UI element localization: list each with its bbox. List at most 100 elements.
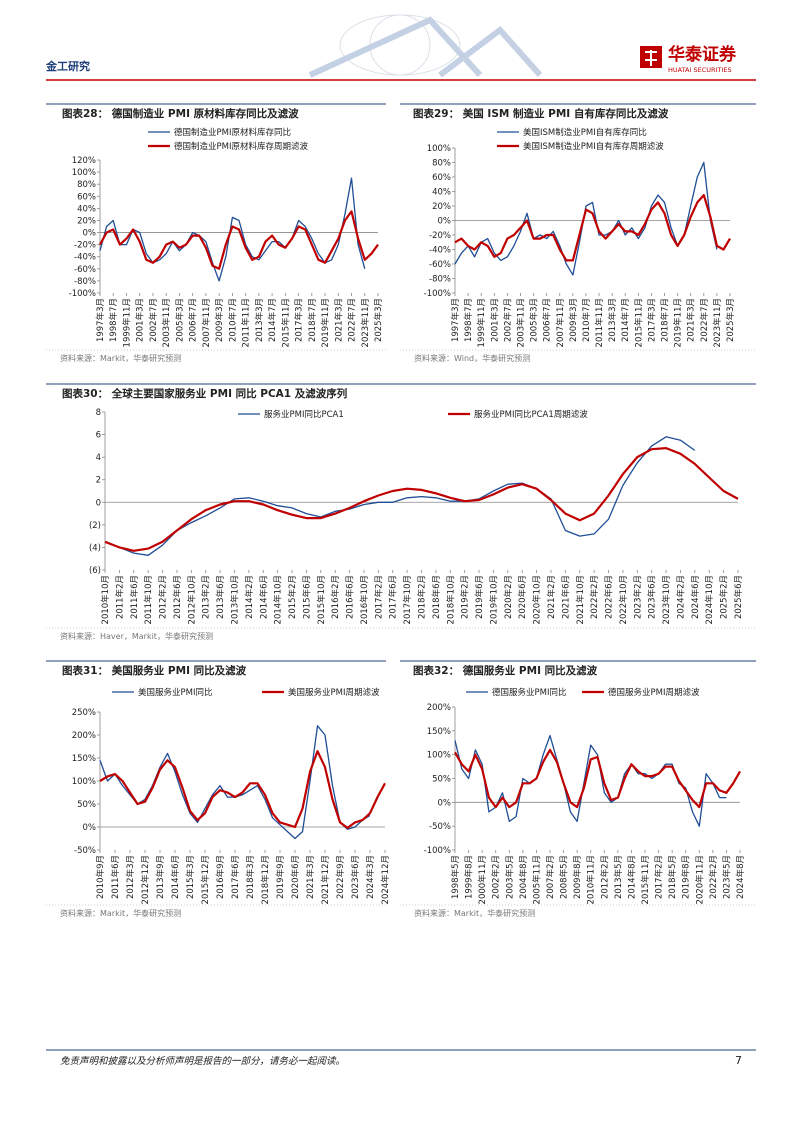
x-tick-label: 2023年5月 — [721, 855, 732, 899]
x-tick-label: 2021年10月 — [575, 575, 586, 624]
y-tick-label: 100% — [72, 168, 96, 178]
chart-title: 图表31： 美国服务业 PMI 同比及滤波 — [62, 664, 247, 677]
x-tick-label: 2003年5月 — [504, 855, 515, 899]
series-line — [454, 748, 741, 809]
y-tick-label: 80% — [77, 180, 96, 190]
chart-source: 资料来源：Haver，Markit，华泰研究预测 — [60, 631, 213, 641]
x-tick-label: 2022年9月 — [335, 855, 346, 899]
x-tick-label: 2024年6月 — [690, 575, 701, 619]
y-tick-label: -50% — [74, 846, 96, 856]
x-tick-label: 2021年3月 — [305, 855, 316, 899]
y-tick-label: 4 — [96, 453, 101, 463]
x-tick-label: 2011年6月 — [110, 855, 121, 899]
y-tick-label: -80% — [74, 277, 96, 287]
chart: 图表28： 德国制造业 PMI 原材料库存同比及滤波资料来源：Markit，华泰… — [46, 103, 386, 363]
x-tick-label: 2011年2月 — [114, 575, 125, 619]
x-tick-label: 1999年11月 — [476, 298, 487, 347]
x-tick-label: 2008年5月 — [559, 855, 570, 899]
series-line — [99, 210, 379, 270]
y-tick-label: 150% — [427, 727, 451, 737]
x-tick-label: 2005年11月 — [531, 855, 542, 904]
x-tick-label: 2016年6月 — [345, 575, 356, 619]
y-tick-label: 8 — [96, 408, 101, 418]
chart-title: 图表30： 全球主要国家服务业 PMI 同比 PCA1 及滤波序列 — [62, 387, 347, 400]
x-tick-label: 2020年6月 — [517, 575, 528, 619]
x-tick-label: 2018年10月 — [445, 575, 456, 624]
x-tick-label: 2015年11月 — [280, 298, 291, 347]
y-tick-label: 60% — [77, 192, 96, 202]
x-tick-label: 2011年10月 — [143, 575, 154, 624]
x-tick-label: 2022年2月 — [589, 575, 600, 619]
x-tick-label: 2013年9月 — [155, 855, 166, 899]
series-line — [104, 436, 696, 556]
x-tick-label: 2010年9月 — [95, 855, 106, 899]
x-tick-label: 2017年3月 — [294, 298, 305, 342]
x-tick-label: 1997年3月 — [450, 298, 461, 342]
x-tick-label: 2022年7月 — [347, 298, 358, 342]
x-tick-label: 2022年2月 — [708, 855, 719, 899]
x-tick-label: 2024年2月 — [675, 575, 686, 619]
x-tick-label: 2018年7月 — [660, 298, 671, 342]
x-tick-label: 2019年11月 — [320, 298, 331, 347]
x-tick-label: 2019年10月 — [488, 575, 499, 624]
x-tick-label: 2006年7月 — [188, 298, 199, 342]
x-tick-label: 2023年6月 — [647, 575, 658, 619]
x-tick-label: 2021年3月 — [333, 298, 344, 342]
x-tick-label: 2017年2月 — [654, 855, 665, 899]
x-tick-label: 2020年2月 — [503, 575, 514, 619]
x-tick-label: 2023年10月 — [661, 575, 672, 624]
x-tick-label: 1999年8月 — [464, 855, 475, 899]
x-tick-label: 2003年11月 — [515, 298, 526, 347]
x-tick-label: 2010年10月 — [100, 575, 111, 624]
chart: 图表29： 美国 ISM 制造业 PMI 自有库存同比及滤波资料来源：Wind，… — [400, 103, 756, 363]
x-tick-label: 2025年3月 — [725, 298, 736, 342]
x-tick-label: 2019年11月 — [673, 298, 684, 347]
x-tick-label: 2023年11月 — [360, 298, 371, 347]
x-tick-label: 2019年9月 — [275, 855, 286, 899]
legend-label: 德国服务业PMI周期滤波 — [608, 687, 700, 698]
x-tick-label: 1998年5月 — [450, 855, 461, 899]
x-tick-label: 2025年3月 — [373, 298, 384, 342]
y-tick-label: 40% — [77, 204, 96, 214]
x-tick-label: 2007年11月 — [201, 298, 212, 347]
y-tick-label: 20% — [77, 216, 96, 226]
series-line — [99, 177, 366, 282]
x-tick-label: 2011年11月 — [241, 298, 252, 347]
legend-label: 美国服务业PMI周期滤波 — [288, 687, 380, 698]
x-tick-label: 2000年11月 — [477, 855, 488, 904]
y-tick-label: -40% — [74, 253, 96, 263]
x-tick-label: 2010年7月 — [227, 298, 238, 342]
x-tick-label: 2019年6月 — [474, 575, 485, 619]
x-tick-label: 2007年11月 — [555, 298, 566, 347]
x-tick-label: 2014年7月 — [620, 298, 631, 342]
y-tick-label: 0% — [438, 217, 452, 227]
x-tick-label: 2012年10月 — [186, 575, 197, 624]
x-tick-label: 2017年3月 — [646, 298, 657, 342]
x-tick-label: 2009年3月 — [568, 298, 579, 342]
y-tick-label: 0% — [83, 229, 97, 239]
x-tick-label: 2016年10月 — [359, 575, 370, 624]
x-tick-label: 2003年11月 — [161, 298, 172, 347]
x-tick-label: 2013年3月 — [607, 298, 618, 342]
logo-text: 华泰证券 — [668, 44, 737, 65]
x-tick-label: 2010年7月 — [581, 298, 592, 342]
x-tick-label: 2014年2月 — [244, 575, 255, 619]
y-tick-label: 120% — [72, 156, 96, 166]
y-tick-label: 100% — [427, 144, 451, 154]
x-tick-label: 2017年2月 — [373, 575, 384, 619]
x-tick-label: 2012年6月 — [172, 575, 183, 619]
x-tick-label: 2009年8月 — [572, 855, 583, 899]
chart-title: 图表29： 美国 ISM 制造业 PMI 自有库存同比及滤波 — [413, 107, 669, 120]
x-tick-label: 2001年3月 — [135, 298, 146, 342]
y-tick-label: (6) — [89, 566, 101, 576]
y-tick-label: -80% — [429, 275, 451, 285]
x-tick-label: 2014年6月 — [170, 855, 181, 899]
x-tick-label: 2015年10月 — [316, 575, 327, 624]
x-tick-label: 2013年2月 — [201, 575, 212, 619]
x-tick-label: 2015年2月 — [287, 575, 298, 619]
x-tick-label: 2014年8月 — [626, 855, 637, 899]
x-tick-label: 1998年7月 — [108, 298, 119, 342]
x-tick-label: 2016年9月 — [215, 855, 226, 899]
y-tick-label: -20% — [429, 231, 451, 241]
